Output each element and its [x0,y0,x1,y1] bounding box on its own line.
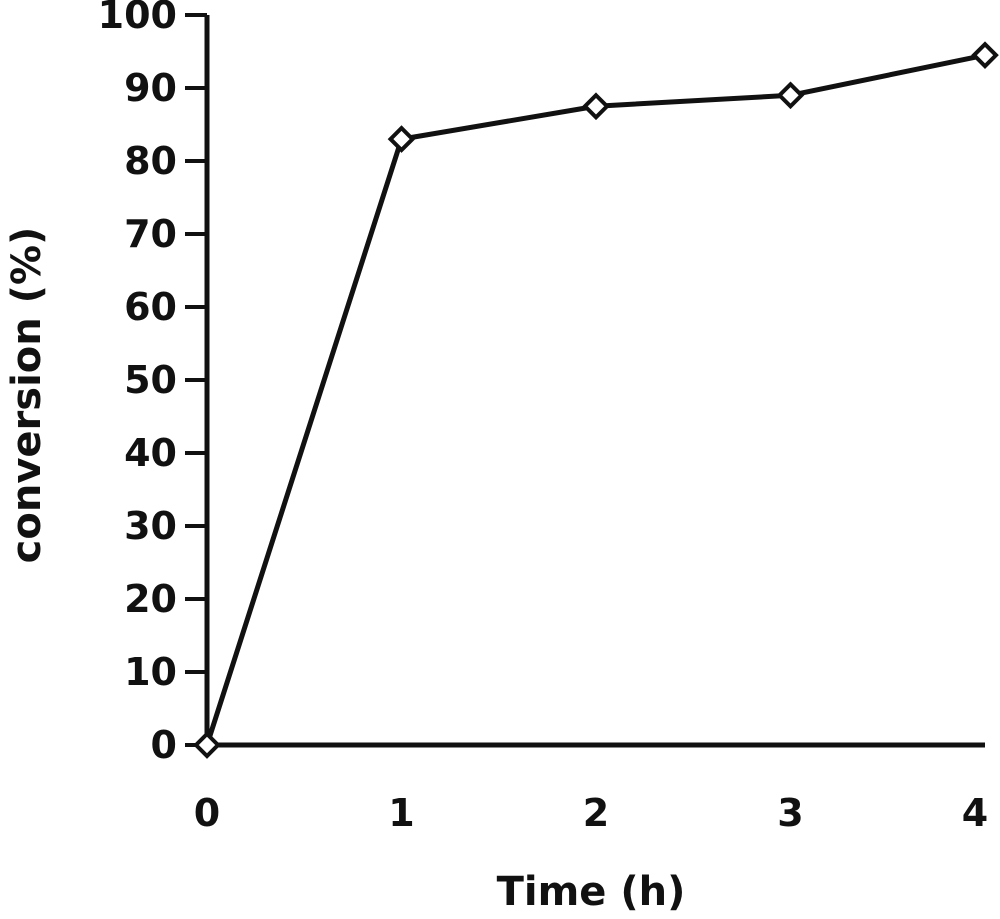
x-tick-label: 4 [962,791,988,835]
x-axis-ticks: 0 1 2 3 4 [194,791,988,835]
y-tick-label: 30 [124,504,177,548]
data-markers [193,41,999,759]
data-point-marker [582,92,610,121]
series-line [204,52,986,746]
y-tick-label: 0 [151,723,177,767]
data-point-marker [776,81,805,110]
y-tick-label: 90 [124,66,177,110]
x-tick-label: 2 [583,791,609,835]
y-axis-title: conversion (%) [4,227,50,564]
y-tick-label: 20 [124,577,177,621]
data-point-marker [971,41,999,69]
y-tick-label: 60 [124,285,177,329]
x-tick-label: 1 [388,791,414,835]
y-tick-label: 10 [124,650,177,694]
x-tick-label: 3 [777,791,803,835]
y-tick-label: 100 [98,0,177,37]
y-tick-label: 40 [124,431,177,475]
y-tick-label: 70 [124,212,177,256]
data-point-marker [387,125,416,153]
y-tick-label: 50 [124,358,177,402]
data-point-marker [193,731,221,759]
x-axis-title: Time (h) [497,869,686,915]
x-tick-label: 0 [194,791,220,835]
y-tick-label: 80 [124,139,177,183]
y-axis-ticks: 0 10 20 30 40 50 60 70 80 90 100 [98,0,207,767]
